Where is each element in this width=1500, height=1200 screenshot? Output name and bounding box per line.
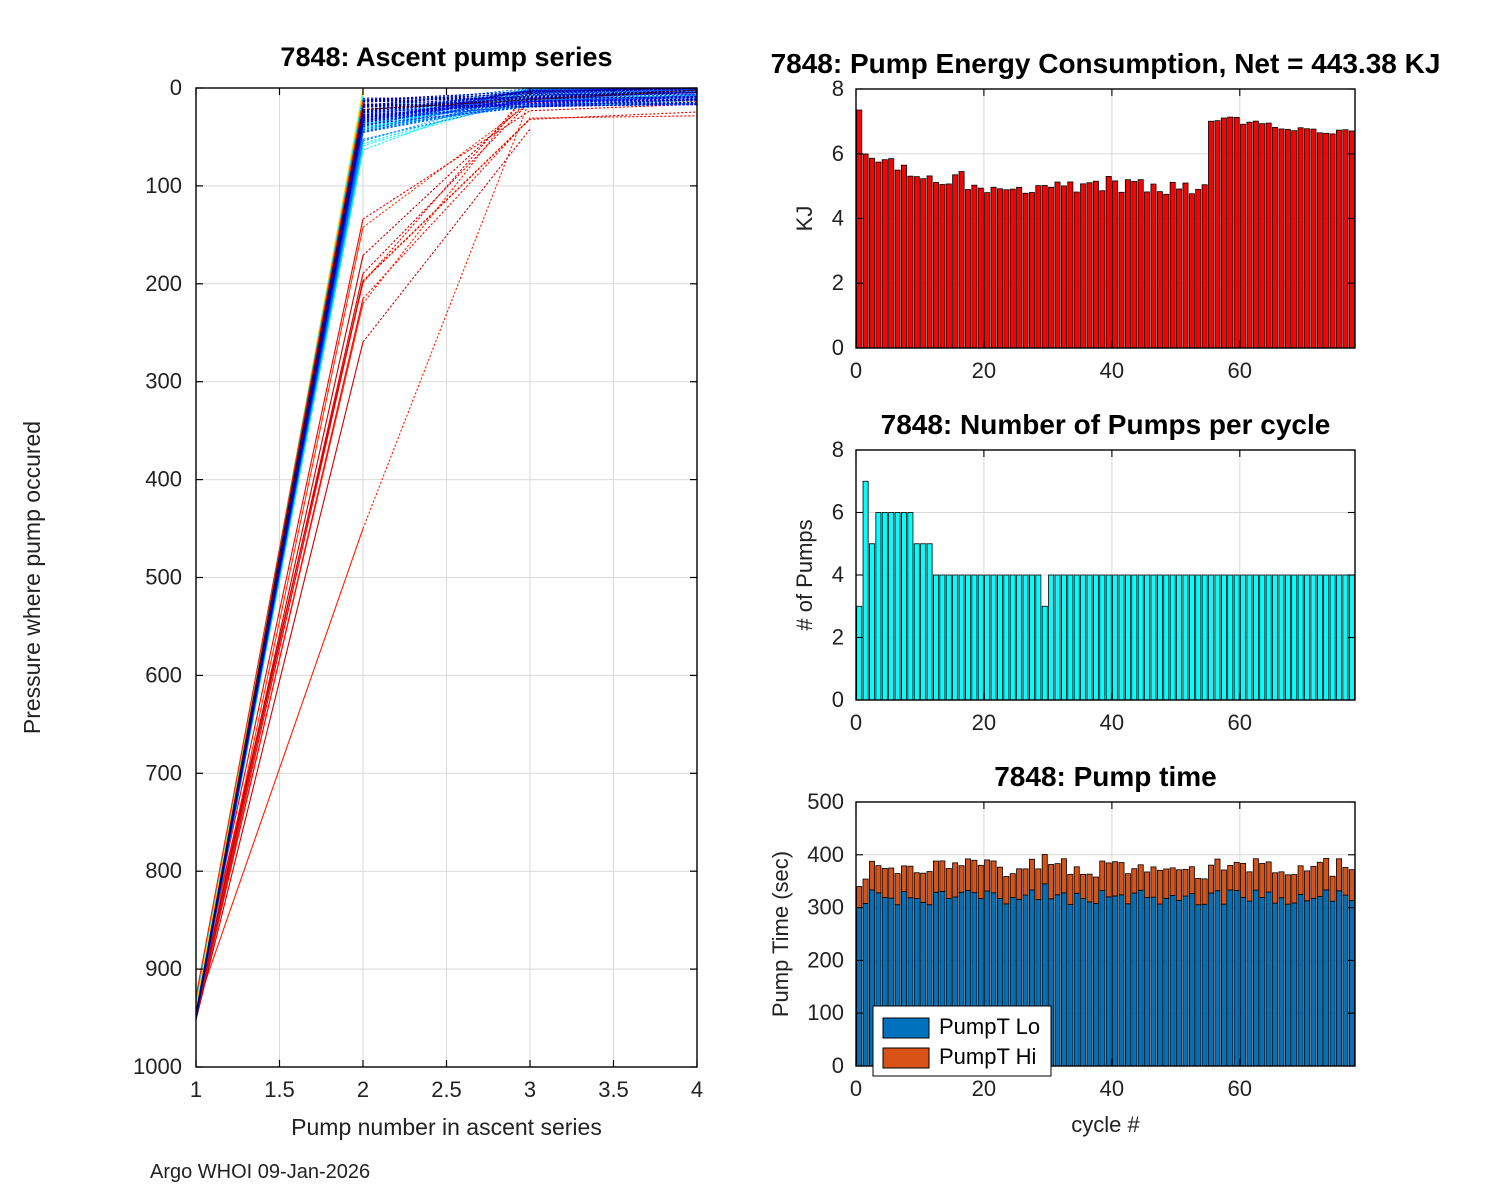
svg-text:0: 0	[850, 710, 862, 735]
svg-text:0: 0	[832, 1053, 844, 1078]
svg-text:0: 0	[850, 1076, 862, 1101]
svg-text:Pump Time (sec): Pump Time (sec)	[768, 851, 793, 1017]
svg-text:8: 8	[832, 76, 844, 101]
svg-text:2: 2	[832, 625, 844, 650]
svg-text:400: 400	[807, 842, 844, 867]
svg-text:7848: Number of Pumps per cycl: 7848: Number of Pumps per cycle	[881, 409, 1331, 440]
svg-text:40: 40	[1100, 1076, 1124, 1101]
svg-text:6: 6	[832, 500, 844, 525]
svg-text:500: 500	[807, 789, 844, 814]
svg-text:6: 6	[832, 141, 844, 166]
svg-text:60: 60	[1228, 358, 1252, 383]
svg-text:40: 40	[1100, 710, 1124, 735]
svg-text:20: 20	[972, 358, 996, 383]
svg-text:40: 40	[1100, 358, 1124, 383]
svg-text:20: 20	[972, 1076, 996, 1101]
svg-text:200: 200	[807, 947, 844, 972]
svg-text:4: 4	[832, 562, 844, 587]
svg-text:PumpT Lo: PumpT Lo	[939, 1014, 1040, 1039]
svg-text:0: 0	[832, 687, 844, 712]
svg-text:20: 20	[972, 710, 996, 735]
svg-text:60: 60	[1228, 710, 1252, 735]
svg-text:2: 2	[832, 270, 844, 295]
svg-text:4: 4	[832, 206, 844, 231]
svg-text:cycle #: cycle #	[1071, 1112, 1140, 1137]
svg-text:8: 8	[832, 437, 844, 462]
svg-text:60: 60	[1228, 1076, 1252, 1101]
svg-text:KJ: KJ	[792, 206, 817, 232]
svg-text:# of Pumps: # of Pumps	[792, 519, 817, 630]
svg-text:0: 0	[850, 358, 862, 383]
svg-text:7848: Pump time: 7848: Pump time	[994, 761, 1217, 792]
svg-text:100: 100	[807, 1000, 844, 1025]
svg-text:PumpT Hi: PumpT Hi	[939, 1044, 1036, 1069]
svg-text:0: 0	[832, 335, 844, 360]
svg-text:300: 300	[807, 895, 844, 920]
svg-text:7848: Pump Energy Consumption,: 7848: Pump Energy Consumption, Net = 443…	[771, 48, 1441, 79]
